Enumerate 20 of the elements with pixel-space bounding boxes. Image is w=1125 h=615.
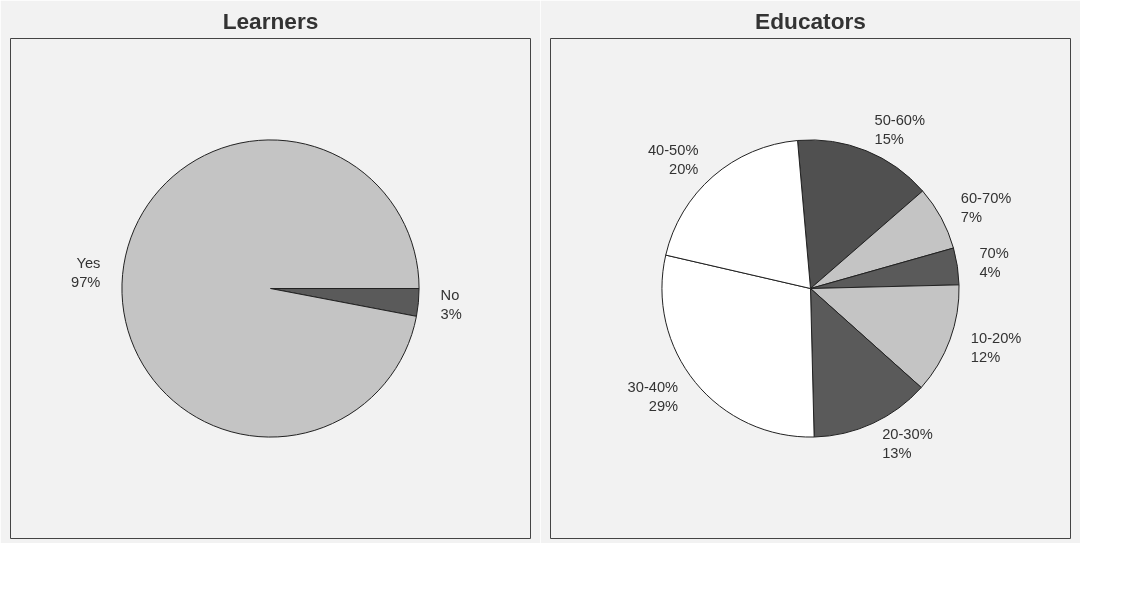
chart-title: Educators bbox=[755, 7, 866, 34]
slice-label: 20-30% bbox=[882, 426, 933, 443]
data-label: 15% bbox=[874, 131, 904, 148]
slice-label: Yes bbox=[76, 254, 101, 271]
data-label: 97% bbox=[71, 274, 101, 290]
chart-title: Learners bbox=[222, 7, 319, 34]
data-label: 12% bbox=[970, 349, 1001, 366]
data-label: 3% bbox=[440, 306, 462, 323]
data-label: 7% bbox=[960, 208, 982, 225]
slice-label: No bbox=[440, 287, 460, 303]
data-label: 4% bbox=[979, 264, 1001, 281]
data-label: 13% bbox=[882, 445, 912, 462]
slice-label: 50-60% bbox=[874, 112, 926, 129]
slice-label: 10-20% bbox=[970, 329, 1022, 346]
slice-label: 30-40% bbox=[627, 379, 679, 396]
slice-label: 60-70% bbox=[960, 189, 1012, 206]
data-label: 20% bbox=[669, 160, 699, 177]
slice-label: 70% bbox=[979, 245, 1009, 262]
slice-label: 40-50% bbox=[647, 141, 699, 158]
data-label: 29% bbox=[648, 398, 679, 415]
